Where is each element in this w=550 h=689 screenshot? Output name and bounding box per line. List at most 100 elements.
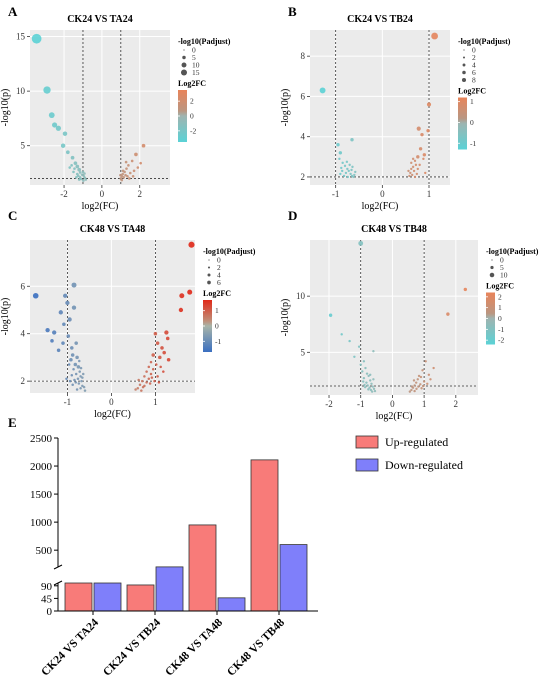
size-legend-label: 0 xyxy=(192,46,196,55)
y-tick-label: 1000 xyxy=(30,517,53,529)
data-point xyxy=(52,330,57,335)
data-point xyxy=(75,388,79,391)
data-point xyxy=(366,384,369,387)
color-legend-bar xyxy=(458,97,467,150)
data-point xyxy=(70,353,75,357)
data-point xyxy=(341,161,344,165)
data-point xyxy=(340,333,343,336)
size-legend-dot xyxy=(491,259,493,261)
data-point xyxy=(149,360,153,364)
data-point xyxy=(348,339,351,343)
data-point xyxy=(348,163,351,167)
plot-panel-A xyxy=(30,30,170,185)
x-axis-label: log2(FC) xyxy=(376,411,413,422)
category-label: CK24 VS TA24 xyxy=(39,616,101,678)
data-point xyxy=(155,363,158,366)
data-point xyxy=(71,383,74,386)
data-point xyxy=(67,317,72,322)
data-point xyxy=(162,350,166,355)
x-tick-label: 0 xyxy=(380,189,385,199)
panel-label-A: A xyxy=(8,4,18,19)
data-point xyxy=(368,386,371,389)
axis-break-mark xyxy=(53,564,63,570)
data-point xyxy=(357,345,361,348)
data-point xyxy=(409,171,412,175)
data-point xyxy=(426,102,432,107)
data-point xyxy=(369,388,373,392)
data-point xyxy=(418,147,423,151)
size-legend-dot xyxy=(207,266,211,269)
data-point xyxy=(410,161,413,165)
data-point xyxy=(367,388,370,391)
size-legend-label: 4 xyxy=(217,271,221,280)
data-point xyxy=(339,172,342,176)
data-point xyxy=(153,379,156,383)
data-point xyxy=(363,385,367,389)
data-point xyxy=(140,389,143,392)
data-point xyxy=(350,168,353,172)
data-point xyxy=(365,372,369,375)
data-point xyxy=(120,178,124,182)
data-point xyxy=(134,152,138,157)
y-axis-label: -log10(p) xyxy=(0,298,11,336)
color-legend-bar xyxy=(203,300,212,352)
data-point xyxy=(421,369,424,372)
data-point xyxy=(410,388,413,392)
data-point xyxy=(416,126,421,131)
data-point xyxy=(145,381,148,384)
color-legend-label: 1 xyxy=(498,303,502,312)
data-point xyxy=(419,383,422,386)
data-point xyxy=(75,355,79,360)
data-point xyxy=(427,373,431,376)
data-point xyxy=(411,165,415,169)
data-point xyxy=(416,155,420,159)
data-point xyxy=(408,174,411,178)
color-legend-title: Log2FC xyxy=(178,79,206,88)
data-point xyxy=(151,368,155,371)
data-point xyxy=(77,382,81,385)
x-tick-label: 1 xyxy=(153,397,158,407)
size-legend-dot xyxy=(462,56,466,59)
data-point xyxy=(65,377,68,381)
data-point xyxy=(359,363,362,366)
panel-title-D: CK48 VS TB48 xyxy=(361,224,427,235)
data-point xyxy=(407,169,410,173)
x-axis-label: log2(FC) xyxy=(362,201,399,212)
size-legend-label: 10 xyxy=(500,271,508,280)
data-point xyxy=(68,379,72,383)
size-legend-label: 0 xyxy=(472,46,476,55)
data-point xyxy=(143,375,146,378)
size-legend-dot xyxy=(207,273,211,277)
y-tick-label: 5 xyxy=(21,141,26,151)
data-point xyxy=(65,150,70,155)
color-legend-label: 0 xyxy=(190,112,194,121)
data-point xyxy=(80,173,84,176)
bar-down-3 xyxy=(217,597,246,612)
y-tick-label: 5 xyxy=(301,347,306,357)
data-point xyxy=(344,171,348,175)
bar-up-4 xyxy=(250,459,279,612)
data-point xyxy=(77,167,82,172)
data-point xyxy=(364,366,367,370)
y-tick-label: 10 xyxy=(296,291,306,301)
data-point xyxy=(426,382,429,385)
data-point xyxy=(71,305,77,310)
color-legend-bar xyxy=(486,292,495,345)
data-point xyxy=(429,378,432,381)
data-point xyxy=(148,382,152,385)
y-axis-label: -log10(p) xyxy=(0,89,11,127)
color-legend-title: Log2FC xyxy=(203,289,231,298)
axis-break-mark xyxy=(53,580,63,586)
y-tick-label: 2 xyxy=(301,172,306,182)
legend-swatch-down xyxy=(355,458,379,472)
data-point xyxy=(56,348,61,353)
data-point xyxy=(151,353,155,357)
data-point xyxy=(340,166,343,170)
data-point xyxy=(328,313,333,317)
data-point xyxy=(188,241,195,248)
size-legend-dot xyxy=(182,55,186,60)
data-point xyxy=(166,358,171,362)
color-legend-label: 0 xyxy=(470,118,474,127)
x-tick-label: -2 xyxy=(325,399,333,409)
data-point xyxy=(131,174,135,178)
